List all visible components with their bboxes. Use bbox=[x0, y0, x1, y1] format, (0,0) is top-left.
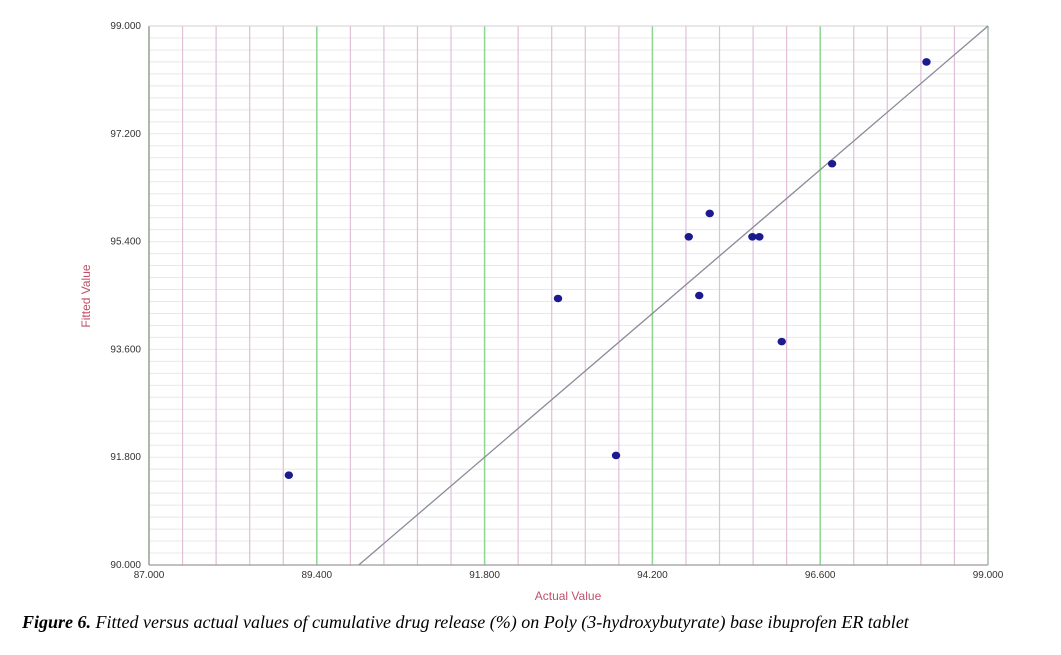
data-point bbox=[827, 159, 837, 168]
y-tick-label: 91.800 bbox=[110, 452, 141, 463]
tick-labels: 87.000 89.400 91.800 94.200 96.600 99.000 90.0… bbox=[110, 21, 1003, 581]
reference-line-layer bbox=[358, 25, 989, 566]
y-tick-label: 97.200 bbox=[110, 129, 141, 140]
y-tick-label: 93.600 bbox=[110, 344, 141, 355]
scatter-chart: 87.000 89.400 91.800 94.200 96.600 99.000 90.0… bbox=[79, 21, 1004, 603]
x-axis-title: Actual Value bbox=[535, 589, 602, 603]
y-tick-label: 90.000 bbox=[110, 560, 141, 571]
data-point bbox=[611, 451, 621, 460]
data-point bbox=[755, 233, 764, 241]
data-point bbox=[684, 233, 693, 241]
data-point bbox=[553, 294, 563, 303]
reference-line bbox=[358, 25, 989, 566]
x-tick-label: 94.200 bbox=[637, 570, 668, 581]
x-tick-label: 96.600 bbox=[805, 570, 836, 581]
x-tick-label: 89.400 bbox=[302, 570, 333, 581]
y-tick-label: 95.400 bbox=[110, 237, 141, 248]
x-tick-label: 91.800 bbox=[469, 570, 500, 581]
figure-caption: Figure 6. Fitted versus actual values of… bbox=[22, 612, 1057, 633]
data-point bbox=[748, 233, 757, 241]
data-point bbox=[777, 337, 786, 346]
y-tick-label: 99.000 bbox=[110, 21, 141, 32]
data-point bbox=[695, 291, 704, 300]
data-points bbox=[284, 58, 931, 479]
data-point bbox=[705, 209, 714, 218]
x-tick-label: 87.000 bbox=[134, 570, 165, 581]
x-tick-label: 99.000 bbox=[973, 570, 1004, 581]
y-axis-title: Fitted Value bbox=[79, 264, 93, 327]
data-point bbox=[922, 58, 931, 66]
figure-label: Figure 6. bbox=[22, 612, 92, 632]
figure-caption-text: Fitted versus actual values of cumulativ… bbox=[91, 612, 909, 632]
grid bbox=[148, 25, 989, 566]
data-point bbox=[284, 471, 294, 479]
